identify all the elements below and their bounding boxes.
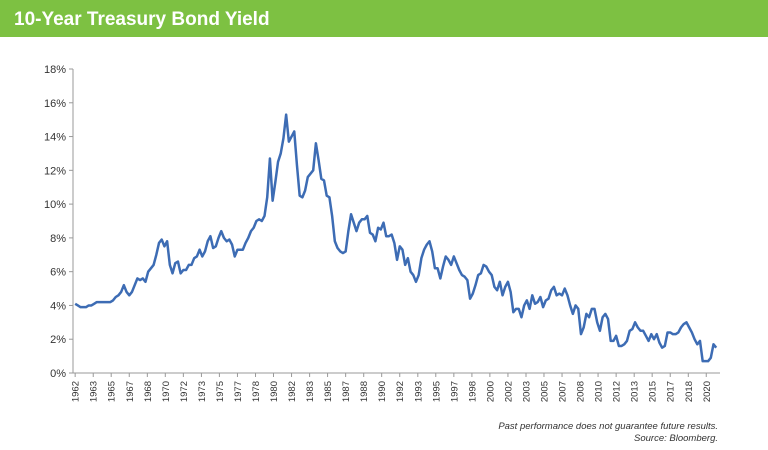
y-tick-label: 10% [44, 199, 66, 211]
x-tick-label: 1995 [431, 381, 442, 402]
x-tick-label: 1978 [251, 381, 262, 402]
x-tick-label: 1968 [143, 381, 154, 402]
x-tick-label: 2020 [702, 381, 713, 402]
y-tick-label: 16% [44, 98, 66, 110]
x-tick-label: 1997 [449, 381, 460, 402]
y-tick-label: 2% [50, 334, 66, 346]
x-tick-label: 2000 [485, 381, 496, 402]
x-tick-label: 2013 [630, 381, 641, 402]
x-tick-label: 1972 [179, 381, 190, 402]
y-tick-label: 6% [50, 267, 66, 279]
chart-title: 10-Year Treasury Bond Yield [14, 9, 270, 30]
x-tick-label: 1967 [125, 381, 136, 402]
footnote: Past performance does not guarantee futu… [498, 421, 718, 432]
x-tick-label: 1963 [89, 381, 100, 402]
y-tick-label: 4% [50, 300, 66, 312]
x-tick-label: 1962 [71, 381, 82, 402]
x-tick-label: 1987 [341, 381, 352, 402]
x-tick-label: 1990 [377, 381, 388, 402]
x-tick-label: 2002 [503, 381, 514, 402]
x-tick-label: 1980 [269, 381, 280, 402]
x-tick-label: 1983 [305, 381, 316, 402]
x-tick-label: 2010 [594, 381, 605, 402]
y-tick-label: 14% [44, 132, 66, 144]
header-bar [0, 0, 768, 37]
x-tick-label: 2005 [539, 381, 550, 402]
x-tick-label: 1970 [161, 381, 172, 402]
x-tick-label: 1992 [395, 381, 406, 402]
x-tick-label: 1965 [107, 381, 118, 402]
y-tick-label: 0% [50, 368, 66, 380]
x-tick-label: 1973 [197, 381, 208, 402]
x-tick-label: 2003 [522, 381, 533, 402]
x-tick-label: 1975 [215, 381, 226, 402]
x-tick-label: 2018 [684, 381, 695, 402]
x-tick-label: 2012 [612, 381, 623, 402]
footnote: Source: Bloomberg. [634, 433, 718, 444]
y-tick-label: 12% [44, 165, 66, 177]
x-tick-label: 1993 [413, 381, 424, 402]
x-tick-label: 2017 [666, 381, 677, 402]
x-tick-label: 1985 [323, 381, 334, 402]
y-tick-label: 18% [44, 64, 66, 76]
x-tick-label: 2007 [558, 381, 569, 402]
line-series [74, 113, 718, 363]
x-tick-label: 1977 [233, 381, 244, 402]
x-tick-label: 2008 [576, 381, 587, 402]
x-tick-label: 1998 [467, 381, 478, 402]
x-tick-label: 2015 [648, 381, 659, 402]
x-tick-label: 1982 [287, 381, 298, 402]
x-tick-label: 1988 [359, 381, 370, 402]
y-tick-label: 8% [50, 233, 66, 245]
